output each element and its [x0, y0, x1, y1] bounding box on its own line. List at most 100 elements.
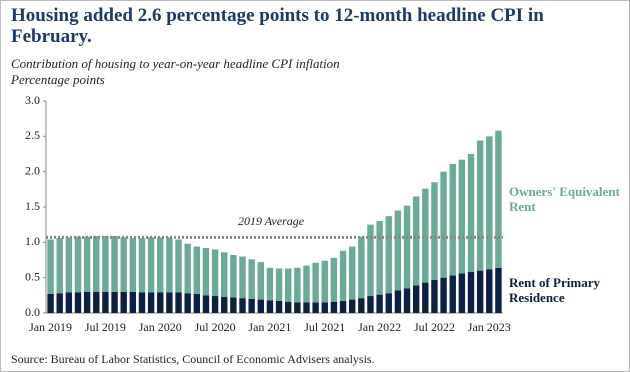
bar-segment	[175, 239, 182, 293]
bar-segment	[111, 235, 118, 292]
bar-segment	[74, 236, 82, 293]
bar-segment	[248, 259, 255, 299]
bar-segment	[93, 291, 100, 313]
bar-segment	[294, 267, 301, 303]
x-tick-label: Jan 2020	[139, 320, 182, 334]
bar-segment	[330, 257, 338, 302]
average-label: 2019 Average	[238, 214, 305, 228]
bar-segment	[403, 205, 411, 289]
bar-segment	[339, 250, 347, 301]
bar-segment	[221, 296, 228, 313]
y-tick-label: 2.5	[25, 128, 40, 142]
x-tick-label: Jul 2022	[414, 320, 455, 334]
y-tick-label: 1.0	[25, 234, 40, 248]
bar-segment	[202, 295, 210, 313]
bar-segment	[239, 298, 246, 313]
bar-segment	[458, 273, 466, 313]
bar-segment	[385, 293, 392, 313]
subtitle: Contribution of housing to year-on-year …	[11, 56, 340, 71]
bar-segment	[285, 301, 292, 313]
bar-segment	[166, 292, 173, 313]
legend-label: Rent of Primary Residence	[509, 275, 600, 306]
bar-segment	[486, 136, 493, 270]
bar-segment	[175, 292, 182, 313]
bar-segment	[486, 269, 493, 313]
bar-segment	[376, 294, 383, 313]
bar-segment	[312, 262, 319, 303]
bar-segment	[211, 296, 219, 313]
bar-segment	[138, 238, 146, 293]
bar-segment	[303, 265, 310, 303]
legend-label: Owners' Equivalent Rent	[509, 184, 620, 215]
bar-segment	[56, 238, 63, 294]
bar-segment	[257, 262, 264, 300]
bar-segment	[275, 268, 283, 301]
bar-segment	[467, 272, 475, 313]
bar-segment	[202, 247, 210, 296]
bar-segment	[348, 246, 356, 300]
bar-segment	[129, 238, 137, 292]
bar-segment	[157, 237, 164, 293]
bar-segment	[120, 237, 127, 292]
bar-segment	[47, 293, 54, 313]
bar-segment	[440, 171, 447, 278]
bar-segment	[230, 297, 237, 313]
bar-segment	[184, 243, 191, 294]
bar-segment	[495, 267, 502, 313]
y-tick-label: 1.5	[25, 199, 40, 213]
bar-segment	[495, 130, 502, 268]
bar-segment	[65, 237, 73, 293]
bar-segment	[321, 260, 328, 303]
x-tick-label: Jul 2021	[304, 320, 345, 334]
bar-segment	[367, 224, 374, 297]
bar-segment	[275, 300, 283, 313]
bar-segment	[422, 282, 429, 313]
bar-segment	[56, 293, 63, 313]
bar-segment	[285, 268, 292, 302]
bar-segment	[248, 298, 255, 313]
bar-segment	[157, 292, 164, 313]
x-tick-label: Jan 2022	[358, 320, 401, 334]
bar-segment	[312, 302, 319, 313]
bar-segment	[102, 235, 109, 292]
bar-segment	[266, 300, 274, 313]
bar-segment	[184, 293, 191, 313]
x-tick-label: Jul 2019	[85, 320, 126, 334]
bar-segment	[458, 159, 466, 274]
bar-segment	[129, 291, 137, 313]
bar-segment	[166, 237, 173, 293]
bar-segment	[440, 277, 447, 313]
bar-segment	[102, 291, 109, 313]
bar-segment	[257, 299, 264, 313]
bar-segment	[47, 239, 54, 294]
bar-segment	[412, 285, 420, 313]
bar-segment	[193, 246, 201, 294]
bar-segment	[367, 296, 374, 313]
bar-segment	[147, 237, 155, 293]
y-axis-label: Percentage points	[11, 72, 105, 87]
x-tick-label: Jan 2023	[468, 320, 511, 334]
bar-segment	[221, 252, 228, 297]
chart-title: Housing added 2.6 percentage points to 1…	[11, 5, 544, 47]
bar-segment	[83, 291, 91, 313]
bar-segment	[239, 256, 246, 299]
bar-segment	[358, 236, 365, 299]
bar-segment	[266, 267, 274, 301]
bar-segment	[120, 291, 127, 313]
y-tick-label: 2.0	[25, 163, 40, 177]
bar-segment	[431, 279, 438, 313]
x-tick-label: Jan 2021	[248, 320, 291, 334]
bar-segment	[93, 235, 100, 292]
bar-segment	[376, 221, 383, 295]
bar-segment	[394, 210, 402, 291]
bar-segment	[358, 298, 365, 313]
bar-segment	[294, 302, 301, 313]
y-tick-label: 3.0	[25, 93, 40, 107]
bar-segment	[412, 196, 420, 286]
bar-segment	[211, 249, 219, 297]
bar-segment	[339, 300, 347, 313]
bar-segment	[467, 154, 475, 273]
bar-segment	[431, 182, 438, 280]
bar-segment	[449, 275, 456, 313]
